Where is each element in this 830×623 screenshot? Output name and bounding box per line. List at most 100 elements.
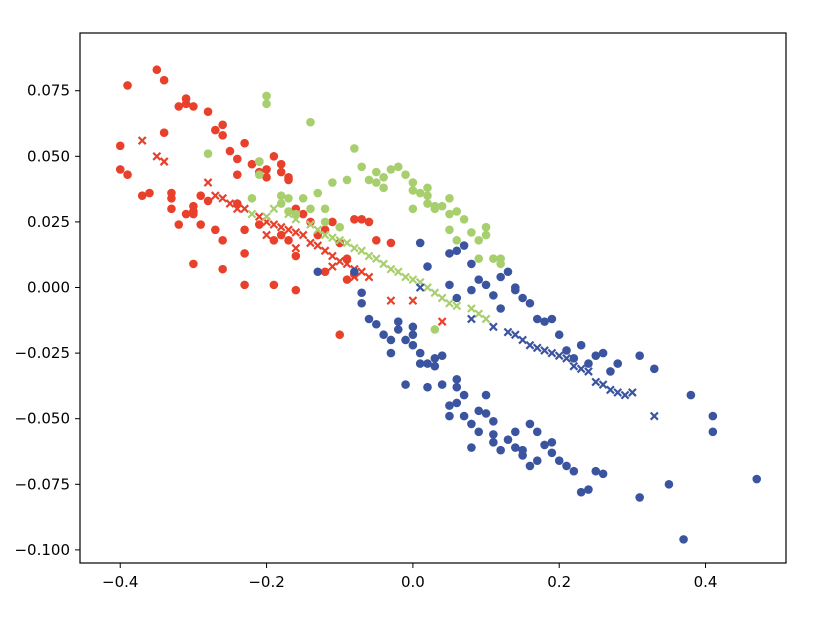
circle-marker-point: [386, 238, 396, 248]
circle-marker-point: [437, 351, 447, 361]
x-marker-point: [437, 293, 447, 303]
circle-marker-point: [445, 401, 454, 410]
circle-marker-point: [452, 382, 462, 392]
x-marker-point: [320, 246, 330, 256]
data-marks: [115, 65, 762, 544]
x-marker-point: [547, 348, 557, 358]
circle-marker-point: [576, 487, 586, 497]
x-marker-point: [591, 377, 601, 387]
circle-marker-point: [269, 235, 279, 245]
circle-marker-point: [547, 314, 557, 324]
circle-marker-point: [452, 246, 462, 256]
circle-marker-point: [569, 466, 579, 476]
circle-marker-point: [481, 409, 491, 418]
circle-marker-point: [430, 354, 440, 363]
x-marker-point: [254, 212, 264, 222]
x-marker-point: [269, 220, 279, 229]
circle-marker-point: [452, 398, 462, 408]
circle-marker-point: [474, 406, 484, 416]
x-marker-point: [467, 314, 476, 324]
circle-marker-point: [350, 267, 359, 277]
circle-marker-point: [547, 448, 557, 458]
x-marker-point: [269, 204, 279, 214]
circle-marker-point: [254, 220, 264, 229]
circle-marker-point: [115, 165, 125, 174]
circle-marker-point: [240, 280, 249, 290]
x-marker-point: [328, 262, 337, 271]
x-tick-label: −0.4: [102, 573, 138, 591]
circle-marker-point: [386, 165, 396, 174]
circle-marker-point: [393, 317, 403, 326]
circle-marker-point: [540, 440, 549, 450]
y-tick-label: −0.100: [14, 541, 70, 559]
circle-marker-point: [474, 275, 484, 284]
x-marker-point: [284, 225, 293, 235]
circle-marker-point: [423, 183, 432, 193]
x-marker-point: [364, 272, 374, 282]
x-marker-point: [554, 351, 564, 361]
circle-marker-point: [459, 214, 469, 224]
circle-marker-point: [481, 390, 491, 400]
circle-marker-point: [459, 241, 469, 250]
circle-marker-point: [240, 225, 249, 235]
circle-marker-point: [181, 209, 191, 219]
circle-marker-point: [320, 267, 330, 277]
y-tick-label: −0.025: [14, 344, 70, 362]
circle-marker-point: [211, 225, 220, 235]
circle-marker-point: [276, 159, 286, 169]
circle-marker-point: [489, 430, 498, 439]
x-marker-point: [525, 340, 535, 350]
y-axis: 0.075 0.050 0.025 0.000 −0.025 −0.050 −0.075 −0…: [14, 82, 80, 559]
x-marker-point: [276, 222, 286, 232]
x-marker-point: [437, 317, 447, 326]
x-marker-point: [584, 367, 593, 376]
x-marker-point: [225, 199, 235, 208]
circle-marker-point: [452, 235, 462, 245]
circle-marker-point: [584, 485, 593, 494]
x-marker-point: [415, 283, 425, 292]
circle-marker-point: [445, 280, 454, 290]
circle-marker-point: [137, 191, 147, 200]
x-marker-point: [562, 353, 571, 363]
circle-marker-point: [650, 364, 659, 374]
series-4: [313, 238, 762, 544]
circle-marker-point: [174, 102, 184, 111]
circle-marker-point: [408, 322, 418, 332]
circle-marker-point: [518, 293, 527, 303]
y-tick-label: 0.025: [27, 213, 70, 231]
circle-marker-point: [218, 235, 227, 245]
circle-marker-point: [218, 120, 227, 130]
circle-marker-point: [276, 230, 286, 240]
x-marker-point: [152, 151, 162, 161]
circle-marker-point: [481, 230, 491, 240]
circle-marker-point: [306, 217, 315, 227]
x-marker-point: [386, 296, 396, 306]
circle-marker-point: [159, 128, 169, 138]
circle-marker-point: [350, 214, 359, 224]
circle-marker-point: [481, 222, 491, 232]
x-marker-point: [518, 335, 527, 345]
circle-marker-point: [364, 217, 374, 227]
circle-marker-point: [357, 214, 366, 224]
x-marker-point: [408, 296, 418, 306]
circle-marker-point: [489, 291, 498, 300]
circle-marker-point: [554, 330, 564, 340]
x-marker-point: [452, 301, 462, 311]
x-marker-point: [510, 330, 520, 340]
circle-marker-point: [335, 238, 345, 248]
circle-marker-point: [511, 443, 520, 452]
x-marker-point: [284, 209, 293, 219]
x-marker-point: [445, 298, 454, 308]
circle-marker-point: [240, 249, 249, 258]
circle-marker-point: [481, 280, 491, 290]
circle-marker-point: [254, 170, 264, 179]
x-marker-point: [203, 178, 213, 187]
x-marker-point: [532, 343, 542, 353]
circle-marker-point: [372, 178, 381, 187]
circle-marker-point: [679, 535, 688, 544]
circle-marker-point: [203, 107, 213, 117]
x-marker-point: [357, 267, 367, 277]
x-marker-point: [488, 322, 498, 332]
circle-marker-point: [503, 267, 513, 277]
